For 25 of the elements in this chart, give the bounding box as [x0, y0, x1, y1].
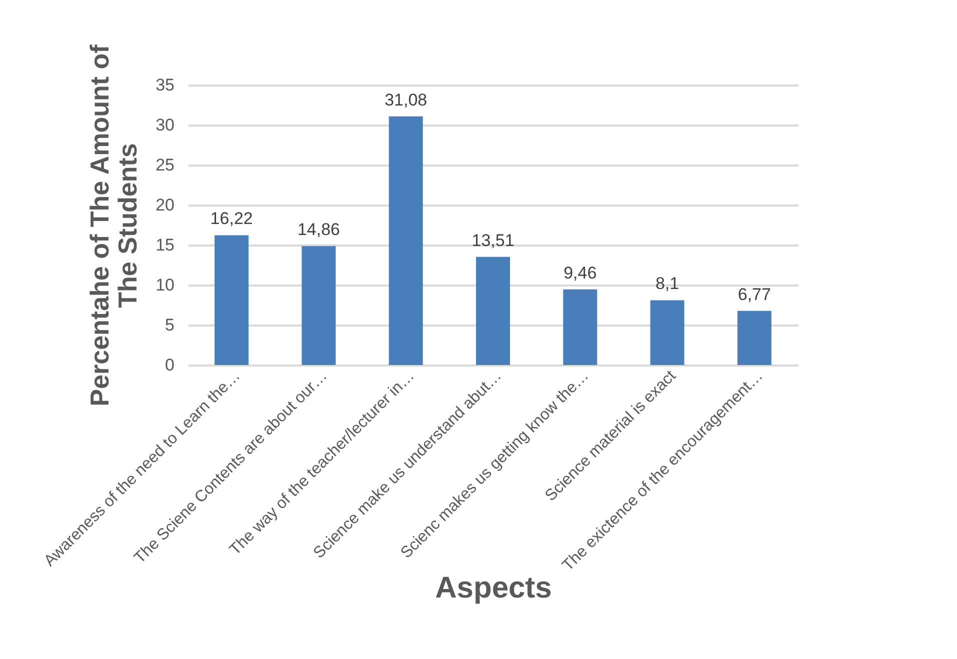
y-tick-label: 35 — [156, 76, 174, 94]
data-label: 31,08 — [384, 90, 428, 110]
text: The Students — [112, 143, 143, 308]
bar — [214, 235, 249, 365]
bar — [388, 116, 423, 365]
data-label: 16,22 — [210, 209, 253, 228]
bar — [476, 256, 510, 365]
y-tick-label: 0 — [165, 356, 174, 374]
x-axis-title: Aspects — [435, 572, 552, 604]
data-label: 14,86 — [297, 220, 340, 240]
bar — [737, 310, 772, 365]
y-tick-label: 20 — [156, 196, 174, 214]
data-label: 8,1 — [655, 274, 680, 294]
y-tick-label: 5 — [165, 316, 174, 334]
y-tick-label: 30 — [156, 116, 174, 134]
data-label: 9,46 — [564, 263, 597, 282]
bar — [302, 246, 336, 365]
y-tick-label: 15 — [156, 236, 174, 254]
data-label: 13,51 — [472, 230, 514, 250]
y-tick-label: 10 — [156, 276, 174, 294]
bar — [563, 289, 598, 365]
data-label: 6,77 — [738, 284, 771, 304]
y-tick-label: 25 — [156, 156, 174, 174]
bar — [650, 300, 684, 365]
text: Percentahe of The Amount of — [84, 44, 115, 406]
